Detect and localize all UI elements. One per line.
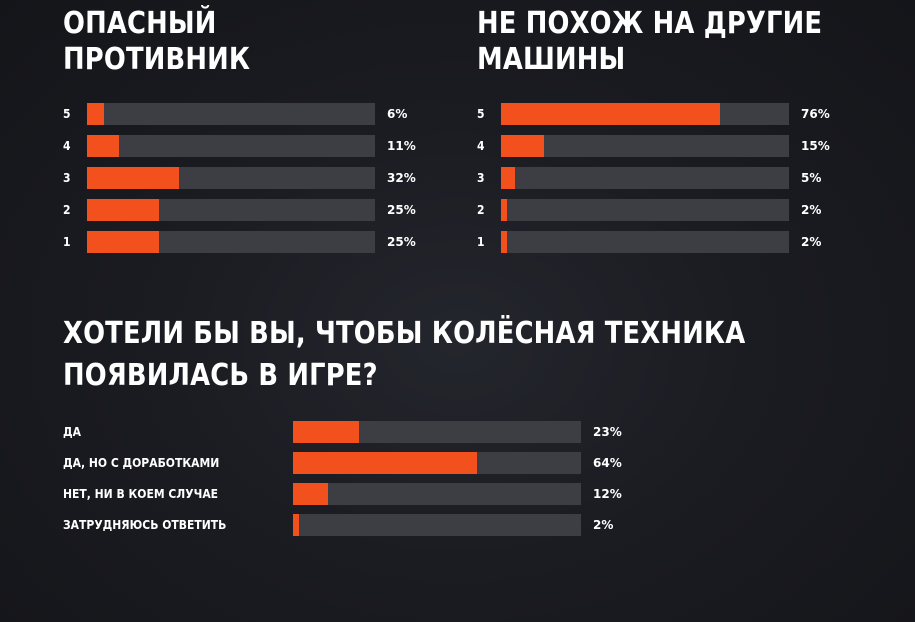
bar-fill: [87, 135, 119, 157]
bar-category-label: 2: [63, 203, 71, 217]
bar-row: ДА, НО С ДОРАБОТКАМИ 64%: [63, 452, 633, 474]
bar-track: [501, 135, 789, 157]
bar-track: [293, 421, 581, 443]
bar-fill: [501, 103, 720, 125]
bar-category-label: 2: [477, 203, 485, 217]
bar-value-label: 15%: [801, 139, 830, 153]
bar-row: НЕТ, НИ В КОЕМ СЛУЧАЕ 12%: [63, 483, 633, 505]
bar-track: [293, 483, 581, 505]
bar-fill: [293, 452, 477, 474]
bar-track: [501, 167, 789, 189]
bar-track: [501, 231, 789, 253]
bar-value-label: 23%: [593, 425, 622, 439]
bar-track: [87, 103, 375, 125]
bar-fill: [87, 167, 179, 189]
chart-title-wheeled-vehicles-question: ХОТЕЛИ БЫ ВЫ, ЧТОБЫ КОЛЁСНАЯ ТЕХНИКА ПОЯ…: [63, 313, 745, 397]
bar-chart-dangerous-opponent: 5 6% 4 11% 3 32% 2 25% 1 25%: [63, 103, 427, 263]
bar-value-label: 11%: [387, 139, 416, 153]
bar-row: 1 25%: [63, 231, 427, 253]
bar-value-label: 2%: [801, 203, 822, 217]
chart-title-unlike-other-vehicles: НЕ ПОХОЖ НА ДРУГИЕ МАШИНЫ: [477, 6, 822, 78]
bar-row: 5 6%: [63, 103, 427, 125]
bar-fill: [501, 199, 507, 221]
chart-title-line: НЕ ПОХОЖ НА ДРУГИЕ: [477, 6, 823, 41]
bar-row: 5 76%: [477, 103, 841, 125]
bar-row: 1 2%: [477, 231, 841, 253]
bar-value-label: 64%: [593, 456, 622, 470]
bar-track: [87, 135, 375, 157]
chart-title-line: ХОТЕЛИ БЫ ВЫ, ЧТОБЫ КОЛЁСНАЯ ТЕХНИКА: [63, 316, 746, 351]
bar-row: 4 11%: [63, 135, 427, 157]
bar-category-label: ДА, НО С ДОРАБОТКАМИ: [63, 456, 220, 470]
bar-fill: [87, 199, 159, 221]
bar-track: [87, 167, 375, 189]
bar-fill: [87, 231, 159, 253]
bar-value-label: 76%: [801, 107, 830, 121]
bar-category-label: ДА: [63, 425, 81, 439]
bar-category-label: НЕТ, НИ В КОЕМ СЛУЧАЕ: [63, 487, 219, 501]
bar-track: [293, 514, 581, 536]
bar-fill: [293, 421, 359, 443]
bar-category-label: 5: [477, 107, 485, 121]
bar-value-label: 32%: [387, 171, 416, 185]
bar-track: [501, 199, 789, 221]
chart-title-line: ПОЯВИЛАСЬ В ИГРЕ?: [63, 358, 378, 393]
bar-track: [501, 103, 789, 125]
bar-track: [293, 452, 581, 474]
bar-value-label: 25%: [387, 235, 416, 249]
bar-category-label: 5: [63, 107, 71, 121]
chart-title-line: МАШИНЫ: [477, 42, 626, 77]
bar-category-label: 1: [477, 235, 485, 249]
bar-category-label: 4: [477, 139, 485, 153]
bar-row: 3 5%: [477, 167, 841, 189]
bar-value-label: 5%: [801, 171, 822, 185]
chart-title-line: ОПАСНЫЙ: [63, 6, 217, 41]
bar-chart-wheeled-vehicles-poll: ДА 23% ДА, НО С ДОРАБОТКАМИ 64% НЕТ, НИ В КО…: [63, 421, 633, 545]
bar-value-label: 12%: [593, 487, 622, 501]
bar-value-label: 2%: [593, 518, 614, 532]
bar-chart-unlike-other-vehicles: 5 76% 4 15% 3 5% 2 2% 1 2%: [477, 103, 841, 263]
bar-row: ДА 23%: [63, 421, 633, 443]
bar-fill: [501, 135, 544, 157]
chart-title-line: ПРОТИВНИК: [63, 42, 251, 77]
bar-value-label: 2%: [801, 235, 822, 249]
bar-row: 3 32%: [63, 167, 427, 189]
bar-category-label: ЗАТРУДНЯЮСЬ ОТВЕТИТЬ: [63, 518, 227, 532]
bar-fill: [87, 103, 104, 125]
bar-category-label: 4: [63, 139, 71, 153]
bar-value-label: 25%: [387, 203, 416, 217]
bar-fill: [293, 483, 328, 505]
bar-track: [87, 199, 375, 221]
bar-fill: [501, 231, 507, 253]
bar-row: 4 15%: [477, 135, 841, 157]
chart-title-dangerous-opponent: ОПАСНЫЙ ПРОТИВНИК: [63, 6, 250, 78]
bar-row: 2 2%: [477, 199, 841, 221]
bar-track: [87, 231, 375, 253]
bar-category-label: 3: [477, 171, 485, 185]
bar-fill: [293, 514, 299, 536]
bar-category-label: 1: [63, 235, 71, 249]
bar-row: 2 25%: [63, 199, 427, 221]
bar-category-label: 3: [63, 171, 71, 185]
bar-fill: [501, 167, 515, 189]
bar-value-label: 6%: [387, 107, 408, 121]
bar-row: ЗАТРУДНЯЮСЬ ОТВЕТИТЬ 2%: [63, 514, 633, 536]
